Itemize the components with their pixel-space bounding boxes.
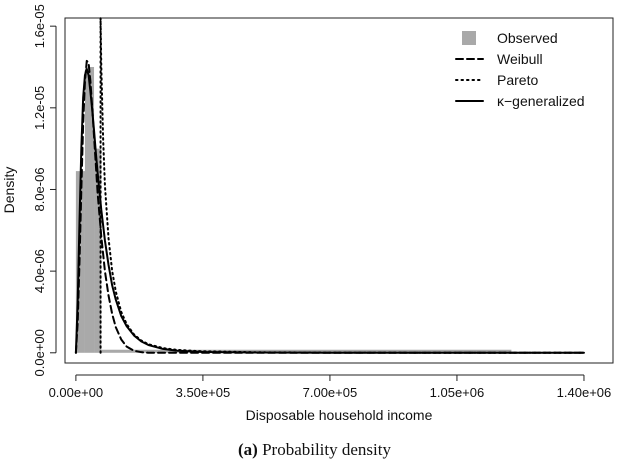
y-tick-label-1: 0.0e+00 xyxy=(32,329,47,376)
series-line-3 xyxy=(74,68,585,354)
legend-label-1: Observed xyxy=(497,30,558,46)
legend-key-1 xyxy=(462,31,476,45)
y-axis-title: Density xyxy=(1,167,17,214)
legend-label-4: κ−generalized xyxy=(497,93,585,109)
histogram-bar-2 xyxy=(84,66,95,353)
caption-text: Probability density xyxy=(262,440,391,459)
figure-caption: (a) Probability density xyxy=(0,440,629,460)
y-tick-label-4: 1.2e-05 xyxy=(32,86,47,130)
x-tick-label-2: 3.50e+05 xyxy=(176,385,231,400)
histogram-bar-3 xyxy=(94,148,102,353)
histogram xyxy=(75,66,512,353)
series-line-2 xyxy=(99,17,585,354)
x-tick-label-4: 1.05e+06 xyxy=(430,385,485,400)
plot-frame xyxy=(64,17,614,364)
caption-label: (a) xyxy=(238,440,258,459)
y-tick-label-2: 4.0e-06 xyxy=(32,249,47,293)
legend-label-2: Weibull xyxy=(497,51,543,67)
legend-label-3: Pareto xyxy=(497,72,538,88)
histogram-bar-4 xyxy=(101,349,512,353)
x-tick-label-5: 1.40e+06 xyxy=(557,385,612,400)
y-axis: 0.0e+00 4.0e-06 8.0e-06 1.2e-05 1.6e-05 xyxy=(32,4,57,376)
y-tick-label-5: 1.6e-05 xyxy=(32,4,47,48)
x-tick-label-3: 7.00e+05 xyxy=(303,385,358,400)
density-curves xyxy=(74,17,585,354)
x-tick-label-1: 0.00e+00 xyxy=(49,385,104,400)
x-axis: 0.00e+00 3.50e+05 7.00e+05 1.05e+06 1.40e+06 xyxy=(49,374,612,400)
x-axis-title: Disposable household income xyxy=(246,407,433,423)
y-tick-label-3: 8.0e-06 xyxy=(32,167,47,211)
legend: Observed Weibull Pareto κ−generalized xyxy=(455,30,585,109)
